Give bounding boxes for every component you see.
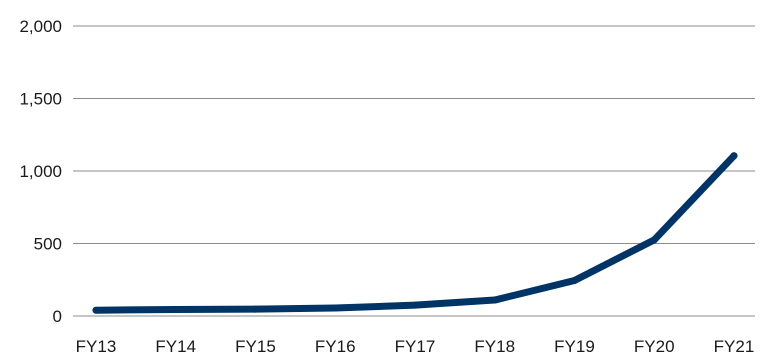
series-line	[92, 152, 738, 314]
data-point	[92, 306, 100, 314]
data-point	[650, 236, 658, 244]
data-point	[331, 304, 339, 312]
x-tick-label: FY18	[474, 337, 515, 356]
series-layer	[92, 152, 738, 314]
x-tick-label: FY16	[315, 337, 356, 356]
data-point	[730, 152, 738, 160]
y-tick-label: 0	[53, 307, 62, 326]
x-tick-label: FY15	[235, 337, 276, 356]
x-tick-label: FY20	[634, 337, 675, 356]
x-tick-label: FY17	[395, 337, 436, 356]
data-point	[411, 301, 419, 309]
y-tick-label: 2,000	[19, 17, 62, 36]
data-point	[252, 305, 259, 313]
x-axis-tick-labels: FY13 FY14 FY15 FY16 FY17 FY18 FY19 FY20 FY21	[76, 337, 755, 356]
gridlines	[73, 25, 755, 317]
y-tick-label: 500	[34, 235, 62, 254]
x-tick-label: FY14	[155, 337, 196, 356]
data-point	[491, 296, 499, 304]
y-axis-tick-labels: 0 500 1,000 1,500 2,000	[19, 17, 62, 326]
x-tick-label: FY21	[714, 337, 755, 356]
y-tick-label: 1,000	[19, 162, 62, 181]
x-tick-label: FY19	[554, 337, 595, 356]
x-tick-label: FY13	[76, 337, 117, 356]
y-tick-label: 1,500	[19, 90, 62, 109]
data-point	[172, 305, 180, 313]
data-point	[571, 276, 578, 284]
